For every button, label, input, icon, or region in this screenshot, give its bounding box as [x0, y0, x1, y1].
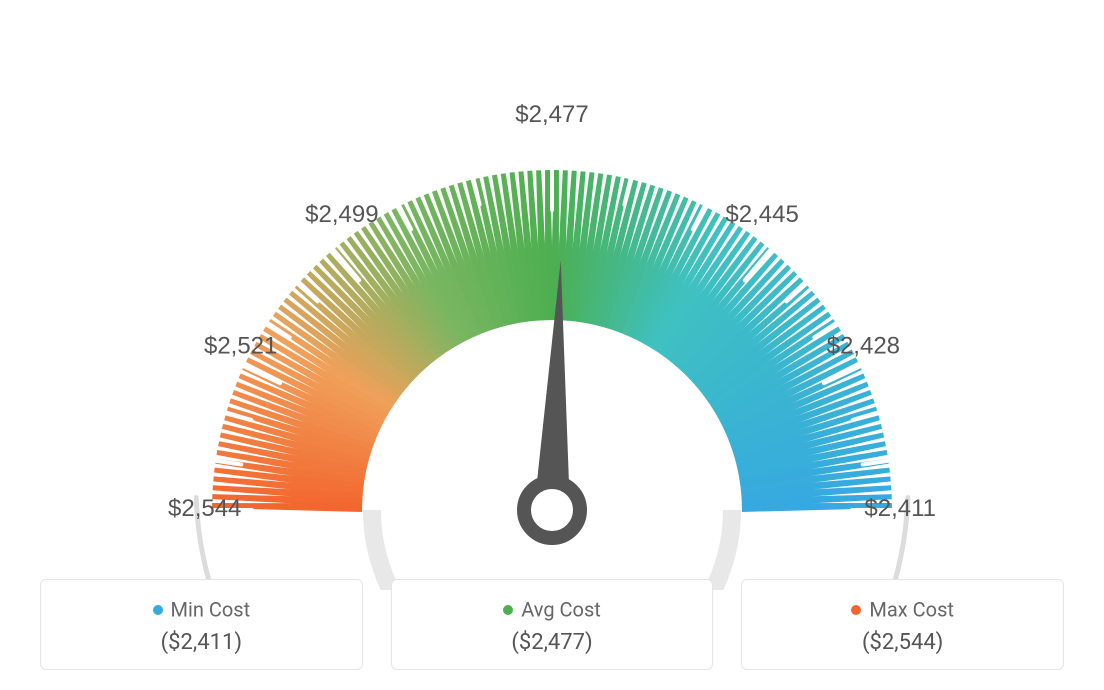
- legend-card-avg: Avg Cost ($2,477): [391, 579, 714, 670]
- gauge-tick-label: $2,499: [305, 201, 378, 228]
- legend-max-value: ($2,544): [762, 630, 1043, 655]
- legend-min-value: ($2,411): [61, 630, 342, 655]
- gauge-tick-label: $2,428: [827, 333, 900, 360]
- legend-dot-min: [153, 605, 163, 615]
- gauge-chart-container: $2,411 $2,428 $2,445 $2,477 $2,499 $2,521 $2,5…: [0, 0, 1104, 690]
- legend-avg-title: Avg Cost: [412, 596, 693, 622]
- gauge-area: $2,411 $2,428 $2,445 $2,477 $2,499 $2,521 $2,5…: [0, 0, 1104, 560]
- legend-max-title-text: Max Cost: [869, 598, 954, 622]
- legend-card-min: Min Cost ($2,411): [40, 579, 363, 670]
- legend-dot-max: [851, 605, 861, 615]
- gauge-tick-label: $2,445: [725, 201, 798, 228]
- legend-avg-title-text: Avg Cost: [521, 598, 601, 622]
- gauge-svg: $2,411 $2,428 $2,445 $2,477 $2,499 $2,521 $2,5…: [0, 30, 1104, 590]
- legend-card-max: Max Cost ($2,544): [741, 579, 1064, 670]
- legend-min-title: Min Cost: [61, 596, 342, 622]
- legend-dot-avg: [503, 605, 513, 615]
- gauge-tick-label: $2,544: [168, 495, 241, 522]
- legend-min-title-text: Min Cost: [171, 598, 251, 622]
- gauge-tick-label: $2,521: [204, 333, 277, 360]
- legend-avg-value: ($2,477): [412, 630, 693, 655]
- legend-row: Min Cost ($2,411) Avg Cost ($2,477) Max …: [40, 579, 1064, 670]
- gauge-tick-label: $2,411: [864, 495, 936, 522]
- legend-max-title: Max Cost: [762, 596, 1043, 622]
- gauge-tick-label: $2,477: [515, 101, 588, 128]
